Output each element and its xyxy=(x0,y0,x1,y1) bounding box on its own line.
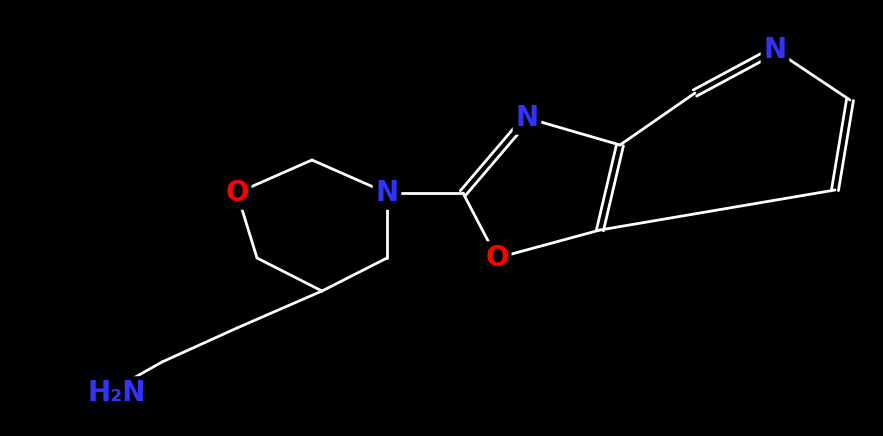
Text: O: O xyxy=(225,179,249,207)
Text: N: N xyxy=(516,104,539,132)
Text: N: N xyxy=(764,36,787,64)
Text: N: N xyxy=(375,179,398,207)
Text: H₂N: H₂N xyxy=(88,379,147,407)
Text: O: O xyxy=(486,244,509,272)
